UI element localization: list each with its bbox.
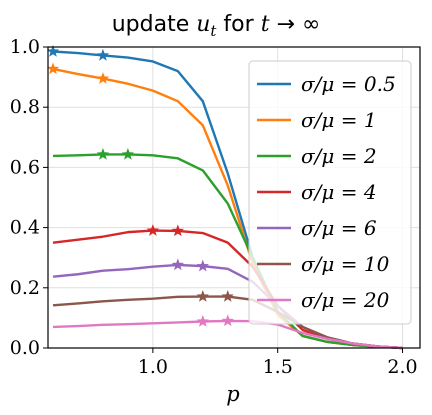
star-marker xyxy=(146,224,160,236)
legend-label: σ/μ = 6 xyxy=(301,216,377,240)
axes: 1.0 1.5 2.0 0.0 0.2 0.4 0.6 0.8 1.0 xyxy=(10,36,421,378)
star-marker xyxy=(96,147,110,160)
x-tick-label: 1.0 xyxy=(138,356,168,378)
x-tick-label: 1.5 xyxy=(263,356,293,378)
legend-label: σ/μ = 0.5 xyxy=(301,72,396,96)
star-marker xyxy=(196,259,209,272)
x-axis-label: p xyxy=(226,382,239,406)
title-text-arrow: → ∞ xyxy=(270,12,321,37)
star-marker xyxy=(171,224,185,237)
y-tick-label: 0.8 xyxy=(10,96,40,118)
series-line xyxy=(52,319,403,350)
y-tick-label: 0.4 xyxy=(10,217,40,239)
y-tick-label: 0.6 xyxy=(10,156,40,178)
chart-title: update ut for t → ∞ xyxy=(112,12,321,40)
legend-label: σ/μ = 10 xyxy=(301,252,390,276)
star-marker xyxy=(121,147,135,160)
legend-label: σ/μ = 2 xyxy=(301,144,377,168)
legend-label: σ/μ = 4 xyxy=(301,180,377,204)
title-text-for: for xyxy=(216,12,260,37)
y-tick-label: 1.0 xyxy=(10,36,40,58)
title-math-sub: t xyxy=(210,22,217,40)
legend: σ/μ = 0.5 σ/μ = 1 σ/μ = 2 σ/μ = 4 σ/μ = 6 σ/μ… xyxy=(248,60,412,325)
series-layer xyxy=(46,45,403,350)
star-marker xyxy=(221,290,234,302)
legend-box xyxy=(248,60,412,325)
title-math-u: u xyxy=(196,12,210,37)
title-text-update: update xyxy=(112,12,197,37)
star-marker xyxy=(46,62,60,75)
x-tick-label: 2.0 xyxy=(387,356,417,378)
legend-label: σ/μ = 1 xyxy=(301,108,377,132)
star-marker xyxy=(96,48,110,61)
star-marker xyxy=(221,314,234,327)
star-marker xyxy=(196,290,209,302)
star-marker xyxy=(46,45,60,57)
title-math-t: t xyxy=(261,12,270,37)
legend-label: σ/μ = 20 xyxy=(301,288,390,312)
y-tick-label: 0.0 xyxy=(10,337,40,359)
y-tick-label: 0.2 xyxy=(10,277,40,299)
star-marker xyxy=(171,258,185,271)
axes-frame xyxy=(47,46,421,349)
star-marker xyxy=(196,315,209,327)
series-group xyxy=(52,147,403,350)
series-line xyxy=(52,153,403,350)
series-group xyxy=(52,314,403,350)
star-marker xyxy=(96,72,110,84)
